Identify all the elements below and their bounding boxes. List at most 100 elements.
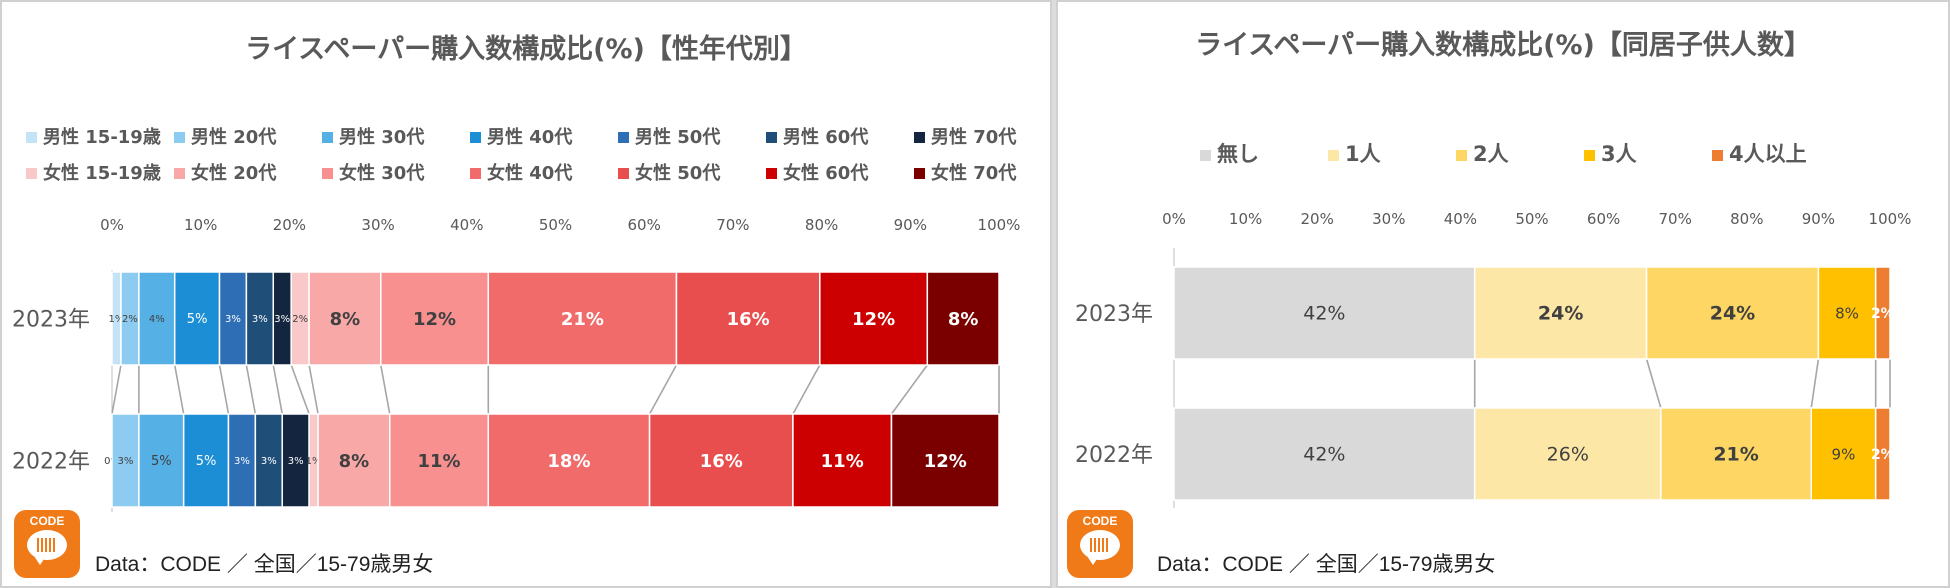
x-tick-label: 60%	[628, 216, 661, 234]
legend-label: 女性 40代	[487, 162, 572, 184]
legend-label: 男性 50代	[635, 126, 720, 148]
category-label: 2023年	[12, 308, 90, 333]
legend-swatch	[914, 168, 925, 179]
x-tick-label: 70%	[1659, 210, 1692, 228]
data-label: 12%	[924, 451, 967, 472]
bar-segment	[1874, 407, 1891, 501]
bar-segment	[317, 413, 391, 508]
bar-segment	[254, 413, 283, 508]
data-source-label: Data：CODE ／ 全国／15-79歳男女	[95, 553, 434, 576]
x-tick-label: 40%	[450, 216, 483, 234]
bar-segment	[281, 413, 310, 508]
bar-segment	[487, 271, 678, 366]
data-label: 3%	[225, 314, 241, 325]
legend-label: 3人	[1601, 142, 1637, 166]
data-label: 42%	[1303, 444, 1345, 466]
data-label: 8%	[948, 309, 979, 330]
data-label: 3%	[274, 314, 290, 325]
x-tick-label: 100%	[978, 216, 1021, 234]
series-connector-line	[1645, 358, 1662, 409]
bar-segment	[173, 271, 221, 366]
series-connector-line	[245, 364, 257, 415]
x-tick-label: 30%	[1372, 210, 1405, 228]
data-source-label: Data：CODE ／ 全国／15-79歳男女	[1157, 553, 1496, 576]
legend-label: 1人	[1345, 142, 1381, 166]
legend-swatch	[1584, 150, 1595, 161]
legend-label: 4人以上	[1729, 142, 1807, 166]
data-label: 8%	[339, 451, 370, 472]
x-tick-label: 40%	[1444, 210, 1477, 228]
data-label: 3%	[234, 456, 250, 467]
legend-label: 女性 50代	[635, 162, 720, 184]
x-tick-label: 0%	[100, 216, 124, 234]
bar-segment	[890, 413, 1000, 508]
bar-segment	[138, 413, 185, 508]
bar-segment	[675, 271, 821, 366]
series-connector-line	[111, 364, 122, 415]
legend-swatch	[618, 168, 629, 179]
bar-segment	[182, 413, 230, 508]
legend-swatch	[470, 132, 481, 143]
data-label: 9%	[1832, 445, 1856, 463]
data-label: 42%	[1303, 303, 1345, 325]
bar-segment	[926, 271, 1000, 366]
data-label: 1%	[306, 456, 322, 467]
data-label: 8%	[1835, 304, 1859, 322]
data-label: 3%	[118, 456, 134, 467]
data-label: 24%	[1710, 303, 1755, 325]
legend-label: 女性 30代	[339, 162, 424, 184]
x-tick-label: 90%	[894, 216, 927, 234]
bar-segment	[111, 413, 140, 508]
x-tick-label: 0%	[1162, 210, 1186, 228]
category-label: 2022年	[1075, 443, 1153, 468]
series-connector-line	[272, 364, 284, 415]
legend-label: 男性 60代	[783, 126, 868, 148]
x-tick-label: 10%	[184, 216, 217, 234]
series-connector-line	[218, 364, 230, 415]
chart-panel-gender-age: ライスペーパー購入数構成比(%)【性年代別】 男性 15-19歳 男性 20代 男性 …	[0, 0, 1052, 588]
legend-swatch	[322, 132, 333, 143]
code-logo-icon: CODE	[1067, 510, 1133, 578]
series-connector-line	[173, 364, 185, 415]
data-label: 12%	[413, 309, 456, 330]
data-label: 1%	[109, 314, 125, 325]
series-connector-line	[308, 364, 319, 415]
bar-segment	[308, 271, 382, 366]
category-label: 2023年	[1075, 302, 1153, 327]
x-tick-label: 30%	[361, 216, 394, 234]
legend-label: 男性 40代	[487, 126, 572, 148]
bar-segment	[1473, 407, 1662, 501]
series-connector-line	[290, 364, 310, 415]
data-label: 3%	[261, 456, 277, 467]
data-label: 4%	[149, 314, 165, 325]
legend-swatch	[1328, 150, 1339, 161]
data-label: 26%	[1547, 444, 1589, 466]
data-label: 18%	[547, 451, 590, 472]
legend-swatch	[618, 132, 629, 143]
x-tick-label: 50%	[539, 216, 572, 234]
bar-segment	[1173, 266, 1476, 360]
chart-children: ライスペーパー購入数構成比(%)【同居子供人数】無し 1人 2人 3人 4人以上 0% 10…	[1075, 30, 1912, 508]
bar-segment	[227, 413, 257, 508]
legend-swatch	[1456, 150, 1467, 161]
legend-swatch	[26, 132, 37, 143]
bar-segment	[1874, 266, 1891, 360]
category-label: 2022年	[12, 450, 90, 475]
data-label: 5%	[151, 454, 172, 469]
logo-text: CODE	[29, 514, 65, 528]
x-tick-label: 10%	[1229, 210, 1262, 228]
bar-segment	[487, 413, 651, 508]
x-tick-label: 100%	[1869, 210, 1912, 228]
bar-segment	[245, 271, 275, 366]
data-label: 3%	[288, 456, 304, 467]
data-label: 2%	[122, 314, 138, 325]
series-connector-line	[648, 364, 678, 415]
legend-swatch	[470, 168, 481, 179]
legend-swatch	[322, 168, 333, 179]
legend-swatch	[766, 168, 777, 179]
series-connector-line	[1810, 358, 1820, 409]
legend-label: 無し	[1217, 142, 1259, 166]
data-label: 5%	[187, 312, 208, 327]
legend-swatch	[766, 132, 777, 143]
bar-segment	[388, 413, 490, 508]
